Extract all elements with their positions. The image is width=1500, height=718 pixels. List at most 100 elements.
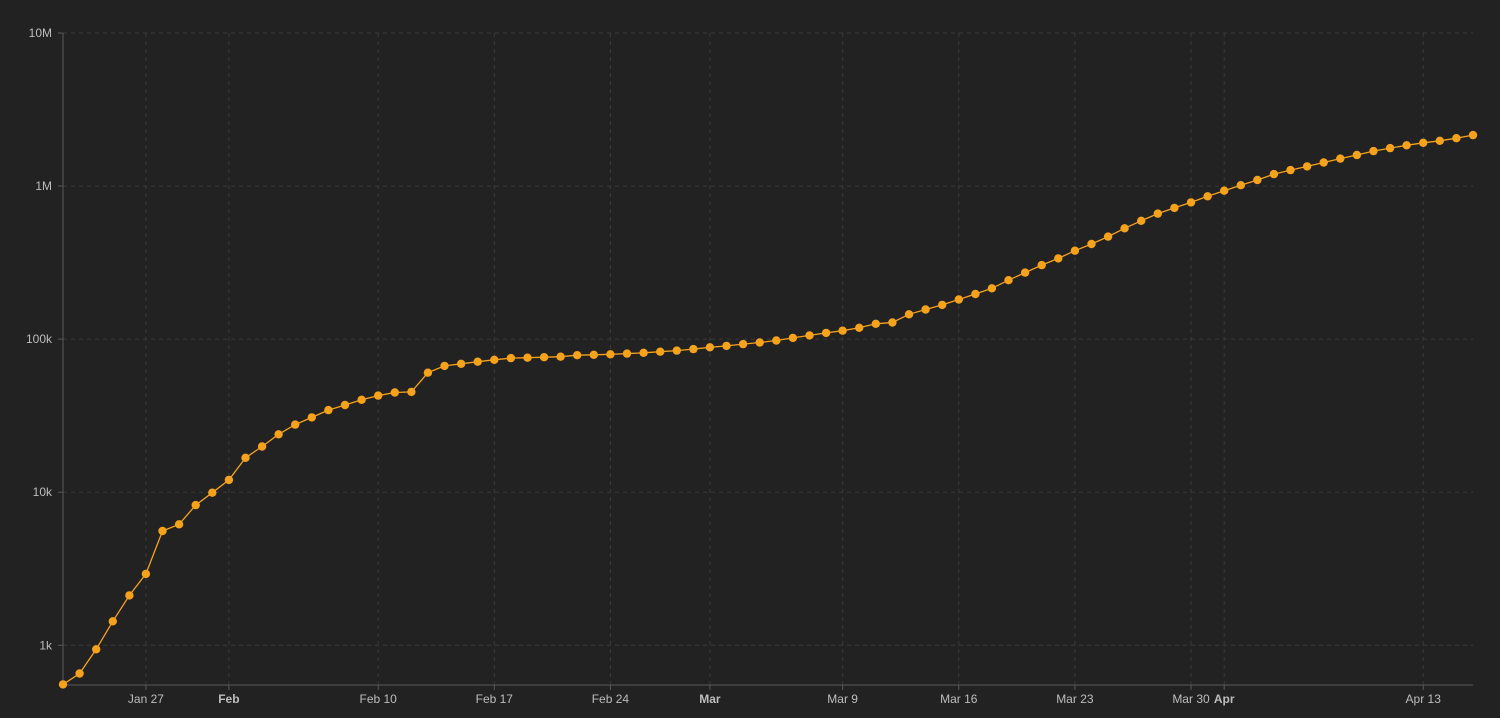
data-point bbox=[838, 326, 847, 335]
data-point bbox=[224, 475, 234, 485]
x-tick-label: Apr 13 bbox=[1406, 692, 1442, 706]
data-point bbox=[1286, 165, 1295, 175]
data-point bbox=[1004, 276, 1013, 285]
data-point bbox=[1352, 150, 1362, 160]
data-point bbox=[1203, 192, 1212, 201]
x-tick-label: Mar 23 bbox=[1056, 692, 1094, 706]
data-point bbox=[1170, 203, 1179, 213]
axes bbox=[58, 32, 1473, 690]
data-point bbox=[672, 346, 681, 355]
data-point bbox=[1452, 134, 1461, 143]
data-point bbox=[490, 355, 499, 364]
data-point bbox=[1435, 136, 1445, 145]
data-point bbox=[1319, 158, 1328, 167]
data-point bbox=[589, 350, 598, 359]
data-point bbox=[556, 352, 565, 361]
data-point bbox=[705, 343, 715, 352]
data-point bbox=[622, 349, 632, 358]
x-tick-label: Feb 17 bbox=[476, 692, 514, 706]
x-tick-label: Mar 9 bbox=[827, 692, 858, 706]
data-point bbox=[606, 350, 615, 359]
data-point bbox=[722, 341, 731, 351]
data-point bbox=[689, 344, 698, 354]
data-point bbox=[291, 420, 300, 429]
data-point bbox=[390, 388, 399, 397]
x-tick-label: Apr bbox=[1214, 692, 1235, 706]
data-point bbox=[921, 305, 930, 314]
y-tick-label: 10M bbox=[29, 26, 52, 40]
data-point bbox=[539, 353, 549, 362]
data-point bbox=[772, 336, 781, 345]
data-point bbox=[1402, 141, 1411, 150]
x-tick-label: Mar bbox=[699, 692, 721, 706]
y-tick-label: 10k bbox=[33, 485, 53, 499]
data-point bbox=[92, 645, 101, 654]
data-point bbox=[954, 295, 963, 304]
data-point bbox=[1269, 169, 1279, 179]
y-tick-label: 1k bbox=[39, 638, 53, 652]
y-tick-labels: 1k 10k 100k 1M 10M bbox=[26, 26, 53, 652]
data-point bbox=[125, 591, 134, 600]
data-point bbox=[1385, 143, 1395, 153]
data-point bbox=[1468, 130, 1478, 140]
plot-area bbox=[58, 130, 1478, 689]
data-point bbox=[108, 617, 118, 626]
data-point bbox=[1137, 216, 1146, 225]
y-tick-label: 1M bbox=[35, 179, 52, 193]
data-point bbox=[971, 289, 980, 299]
x-tick-label: Mar 30 bbox=[1172, 692, 1210, 706]
data-point bbox=[987, 284, 997, 293]
data-point bbox=[1153, 209, 1163, 218]
data-point bbox=[855, 323, 864, 332]
data-point bbox=[523, 353, 532, 362]
x-tick-label: Jan 27 bbox=[128, 692, 164, 706]
x-tick-label: Mar 16 bbox=[940, 692, 978, 706]
data-point bbox=[1253, 175, 1262, 185]
data-point bbox=[1419, 138, 1428, 147]
data-point bbox=[639, 348, 648, 357]
data-point bbox=[888, 318, 897, 327]
data-point bbox=[1037, 260, 1046, 270]
data-point bbox=[374, 391, 383, 400]
data-point bbox=[274, 430, 283, 439]
data-point bbox=[1054, 254, 1063, 263]
data-point bbox=[456, 359, 466, 368]
data-point bbox=[1120, 224, 1129, 233]
data-point bbox=[573, 351, 582, 360]
data-point bbox=[1369, 146, 1378, 156]
data-point bbox=[158, 526, 167, 536]
data-point bbox=[805, 331, 814, 340]
data-point bbox=[1070, 246, 1080, 255]
data-point bbox=[938, 300, 947, 310]
data-point bbox=[904, 310, 914, 319]
y-tick-label: 100k bbox=[26, 332, 53, 346]
data-point bbox=[755, 338, 764, 347]
data-point bbox=[340, 400, 350, 410]
data-point bbox=[821, 328, 831, 338]
data-point bbox=[1103, 232, 1113, 241]
data-point bbox=[407, 387, 416, 397]
data-point bbox=[1302, 162, 1312, 171]
data-point bbox=[307, 413, 316, 422]
data-point bbox=[871, 319, 880, 328]
data-point bbox=[357, 395, 366, 404]
data-point bbox=[788, 333, 798, 343]
x-tick-label: Feb 24 bbox=[592, 692, 630, 706]
data-point bbox=[473, 357, 482, 366]
data-point bbox=[656, 347, 665, 356]
data-point bbox=[141, 569, 151, 579]
x-tick-label: Feb 10 bbox=[359, 692, 397, 706]
data-point bbox=[241, 453, 250, 462]
data-point bbox=[1020, 268, 1030, 277]
data-point bbox=[257, 442, 267, 451]
data-point bbox=[506, 353, 516, 363]
data-point bbox=[423, 368, 433, 377]
data-point bbox=[738, 339, 748, 349]
data-point bbox=[75, 669, 84, 678]
x-tick-labels: Jan 27 Feb Feb 10 Feb 17 Feb 24 Mar Mar 9 Mar 1… bbox=[128, 692, 1441, 706]
data-point bbox=[58, 680, 68, 689]
data-point bbox=[1236, 181, 1246, 190]
data-point bbox=[1186, 198, 1196, 207]
